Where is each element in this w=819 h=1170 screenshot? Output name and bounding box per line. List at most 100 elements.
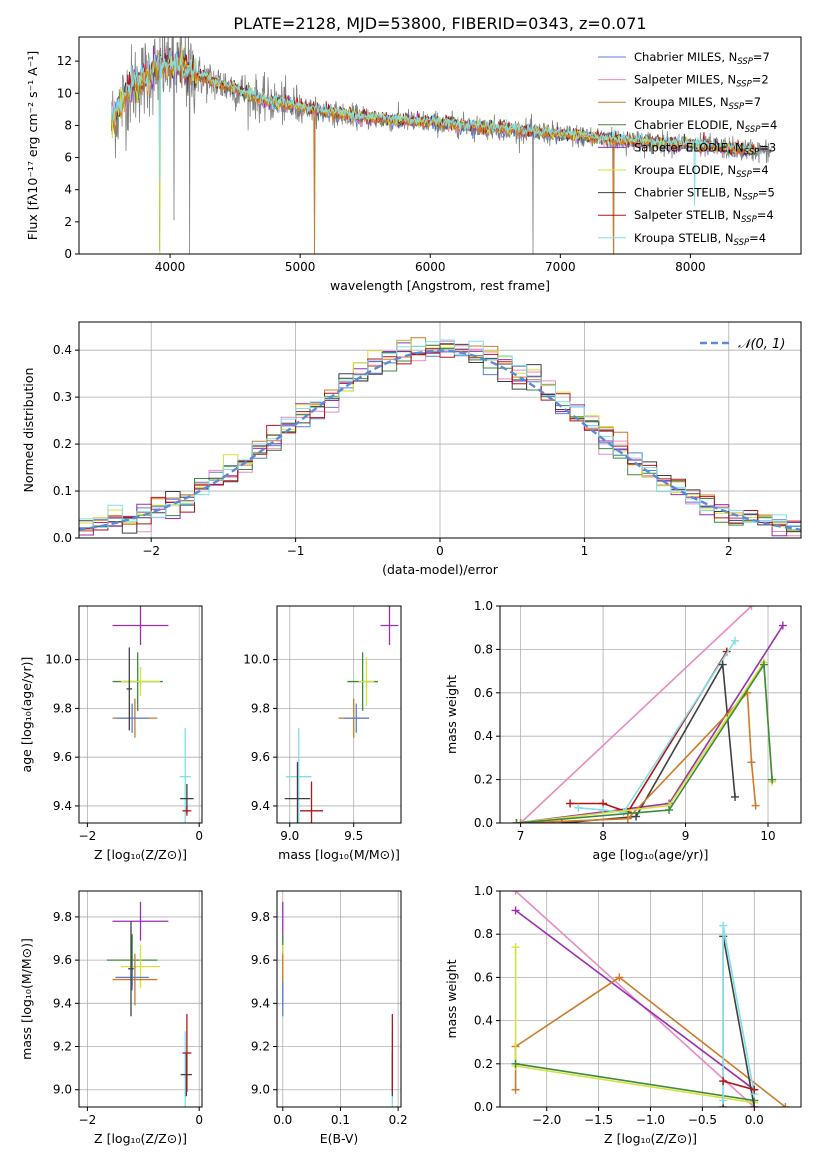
y-tick-label: 9.8 (53, 701, 72, 715)
x-tick-label: −2 (79, 1113, 97, 1127)
mass-weight-vs-z-y-axis-label: mass weight (444, 959, 459, 1038)
y-tick-label: 0.2 (474, 773, 493, 787)
mass-vs-z-frame (78, 890, 203, 1108)
y-tick-label: 2 (64, 215, 72, 229)
mass-weight-marker (511, 943, 520, 952)
x-tick-label: 8 (599, 829, 607, 843)
x-tick-label: 0 (436, 544, 444, 558)
mass-vs-z-y-axis-label: mass [log₁₀(M/M⊙)] (19, 938, 34, 1060)
spectrum-y-axis-label: Flux [fλ10⁻¹⁷ erg cm⁻² s⁻¹ A⁻¹] (25, 51, 40, 240)
spectrum-legend: Chabrier MILES, NSSP=7 Salpeter MILES, NS… (598, 50, 777, 248)
residuals-frame (78, 321, 802, 539)
x-tick-label: −2.0 (532, 1113, 561, 1127)
y-tick-label: 9.0 (53, 1083, 72, 1097)
y-tick-label: 0.1 (53, 484, 72, 498)
mass-weight-line (516, 659, 773, 823)
y-tick-label: 0.8 (474, 927, 493, 941)
error-bar-point (343, 703, 370, 733)
error-bar-point (126, 647, 133, 731)
mass-weight-marker (619, 808, 628, 817)
x-tick-label: 8000 (675, 260, 706, 274)
figure-title: PLATE=2128, MJD=53800, FIBERID=0343, z=0… (233, 14, 646, 33)
x-tick-label: 10 (760, 829, 775, 843)
mass-weight-marker (778, 621, 787, 630)
mass-weight-line (578, 640, 736, 813)
mass-vs-ebv-frame (276, 890, 402, 1108)
legend-entry: 𝒩(0, 1) (738, 337, 785, 352)
y-tick-label: 0.4 (474, 729, 493, 743)
mass-weight-marker (574, 803, 583, 812)
legend-entry: Salpeter MILES, NSSP=2 (634, 73, 769, 90)
spectrum-axes: 4000 5000 6000 7000 8000 0 2 4 6 8 10 12 wavelength … (25, 36, 802, 293)
mass-weight-marker (615, 973, 624, 982)
mass-weight-vs-age-x-axis-label: age [log₁₀(age/yr)] (593, 847, 709, 862)
mass-weight-vs-age-frame (499, 605, 802, 824)
mass-weight-marker (768, 775, 777, 784)
mass-weight-marker (719, 1096, 728, 1105)
x-tick-label: 1 (581, 544, 589, 558)
spectrum-x-axis-label: wavelength [Angstrom, rest frame] (330, 278, 550, 293)
x-tick-label: 7 (517, 829, 525, 843)
x-tick-label: 0 (195, 1113, 203, 1127)
age-vs-z-axes: −2 0 9.4 9.6 9.8 10.0 Z [log₁₀(Z/Z⊙)] age [log₁… (19, 605, 203, 862)
mass-weight-marker (512, 819, 521, 823)
y-tick-label: 9.4 (53, 799, 72, 813)
mass-weight-marker (623, 814, 632, 823)
residuals-plot-area (79, 337, 801, 538)
mass-weight-line (520, 606, 753, 823)
mass-weight-vs-age-axes: 7 8 9 10 0.0 0.2 0.4 0.6 0.8 1.0 age [log₁₀(age/yr… (444, 599, 802, 862)
x-tick-label: 9 (682, 829, 690, 843)
y-tick-label: 9.6 (251, 953, 270, 967)
mass-weight-line (515, 891, 755, 1107)
x-tick-label: −2 (142, 544, 160, 558)
mass-weight-line (570, 651, 728, 814)
x-tick-label: 0.0 (745, 1113, 764, 1127)
error-bar-point (115, 703, 149, 733)
age-vs-z-x-axis-label: Z [log₁₀(Z/Z⊙)] (94, 847, 187, 862)
y-tick-label: 9.0 (251, 1083, 270, 1097)
y-tick-label: 0.8 (474, 642, 493, 656)
x-tick-label: 6000 (415, 260, 446, 274)
error-bar-point (285, 727, 312, 823)
x-tick-label: 4000 (155, 260, 186, 274)
mass-weight-marker (557, 819, 566, 823)
mass-weight-line (515, 909, 755, 1091)
error-bar-point (120, 945, 161, 989)
y-tick-label: 9.8 (53, 910, 72, 924)
legend-entry: Chabrier ELODIE, NSSP=4 (634, 118, 777, 135)
x-tick-label: −1.5 (584, 1113, 613, 1127)
age-vs-mass-plot-area (284, 606, 399, 823)
age-vs-z-frame (78, 605, 203, 824)
mass-weight-line (516, 662, 773, 823)
mass-weight-marker (751, 801, 760, 810)
mass-weight-vs-age-y-axis-label: mass weight (444, 675, 459, 754)
legend-entry: Kroupa ELODIE, NSSP=4 (634, 163, 769, 180)
y-tick-label: 9.2 (53, 1040, 72, 1054)
y-tick-label: 8 (64, 118, 72, 132)
error-bar-point (300, 781, 324, 823)
mass-weight-line (722, 1080, 755, 1091)
x-tick-label: −1.0 (636, 1113, 665, 1127)
legend-entry: Salpeter ELODIE, NSSP=3 (634, 140, 776, 157)
x-tick-label: 5000 (285, 260, 316, 274)
mass-vs-ebv-plot-area (282, 901, 393, 1107)
mass-weight-marker (511, 1059, 520, 1068)
age-vs-z-y-axis-label: age [log₁₀(age/yr)] (19, 657, 34, 773)
x-tick-label: 0 (195, 829, 203, 843)
mass-weight-line (722, 925, 756, 1101)
mass-weight-marker (632, 812, 641, 821)
mass-weight-vs-z-axes: −2.0 −1.5 −1.0 −0.5 0.0 0.0 0.2 0.4 0.6 0.8 1.0 Z [… (444, 884, 802, 1146)
y-tick-label: 0.4 (53, 343, 72, 357)
mass-weight-line (722, 936, 756, 1107)
error-bar-point (112, 901, 169, 941)
error-bar-point (182, 805, 192, 816)
x-tick-label: 0.1 (331, 1113, 350, 1127)
y-tick-label: 1.0 (474, 599, 493, 613)
age-vs-mass-x-axis-label: mass [log₁₀(M/M⊙)] (278, 847, 400, 862)
residuals-axes: −2 −1 0 1 2 0.0 0.1 0.2 0.3 0.4 (data-model)/error… (21, 321, 802, 577)
error-bar-point (182, 1014, 192, 1092)
mass-weight-marker (511, 891, 520, 895)
mass-weight-marker (665, 805, 674, 814)
age-vs-mass-frame (276, 605, 402, 824)
residuals-y-axis-label: Normed distribution (21, 368, 36, 493)
